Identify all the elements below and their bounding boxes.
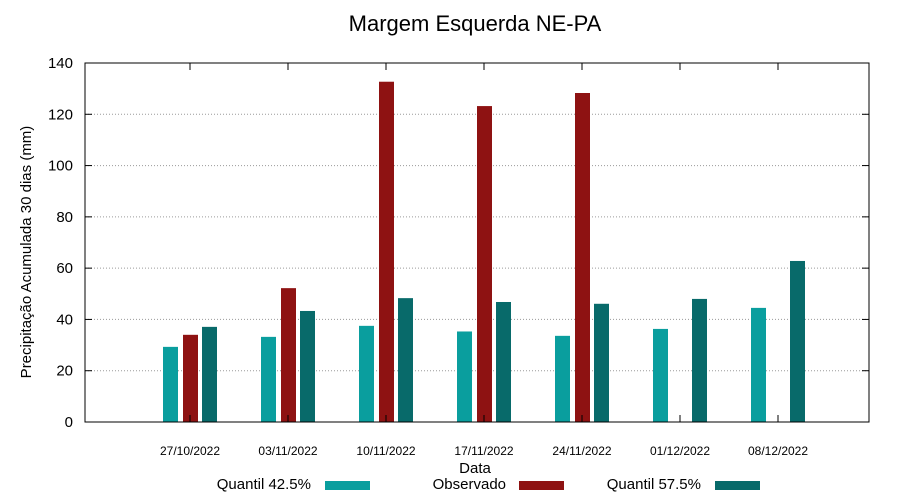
y-tick-label: 100 (48, 158, 73, 175)
bar (692, 298, 707, 422)
y-axis: 0 20 40 60 80 100 120 140 (48, 55, 869, 431)
legend-label: Observado (433, 476, 506, 493)
chart-title: Margem Esquerda NE-PA (349, 11, 602, 36)
bar (281, 288, 296, 422)
x-tick-label: 03/11/2022 (258, 444, 317, 458)
bar (575, 93, 590, 423)
y-tick-label: 0 (65, 414, 73, 431)
bar (555, 335, 570, 422)
x-tick-label: 27/10/2022 (160, 444, 220, 458)
legend-label: Quantil 57.5% (607, 476, 701, 493)
bar (202, 326, 217, 422)
bar (163, 346, 178, 422)
legend-swatch (519, 481, 564, 490)
x-tick-label: 17/11/2022 (454, 444, 513, 458)
bar (594, 303, 609, 422)
y-tick-label: 40 (56, 311, 73, 328)
y-tick-label: 80 (56, 209, 73, 226)
x-axis-label: Data (459, 460, 491, 477)
bar (457, 331, 472, 422)
x-tick-label: 10/11/2022 (356, 444, 415, 458)
legend: Quantil 42.5% Observado Quantil 57.5% (217, 476, 760, 493)
x-axis: 27/10/2022 03/11/2022 10/11/2022 17/11/2022… (160, 63, 808, 458)
bars (163, 81, 805, 423)
y-tick-label: 120 (48, 106, 73, 123)
bar (751, 307, 766, 422)
plot-frame (84, 62, 870, 423)
bar (359, 325, 374, 422)
bar (379, 81, 394, 422)
bar (790, 260, 805, 422)
x-tick-label: 08/12/2022 (748, 444, 808, 458)
bar (261, 336, 276, 422)
bar (183, 334, 198, 422)
bar (496, 301, 511, 422)
y-tick-label: 20 (56, 363, 73, 380)
bar (300, 310, 315, 422)
legend-swatch (715, 481, 760, 490)
y-tick-label: 140 (48, 55, 73, 72)
y-tick-label: 60 (56, 260, 73, 277)
legend-label: Quantil 42.5% (217, 476, 311, 493)
legend-swatch (325, 481, 370, 490)
bar (477, 106, 492, 422)
y-axis-label: Precipitação Acumulada 30 dias (mm) (18, 126, 35, 379)
bar (653, 328, 668, 422)
x-tick-label: 01/12/2022 (650, 444, 710, 458)
x-tick-label: 24/11/2022 (552, 444, 611, 458)
bar (398, 298, 413, 422)
